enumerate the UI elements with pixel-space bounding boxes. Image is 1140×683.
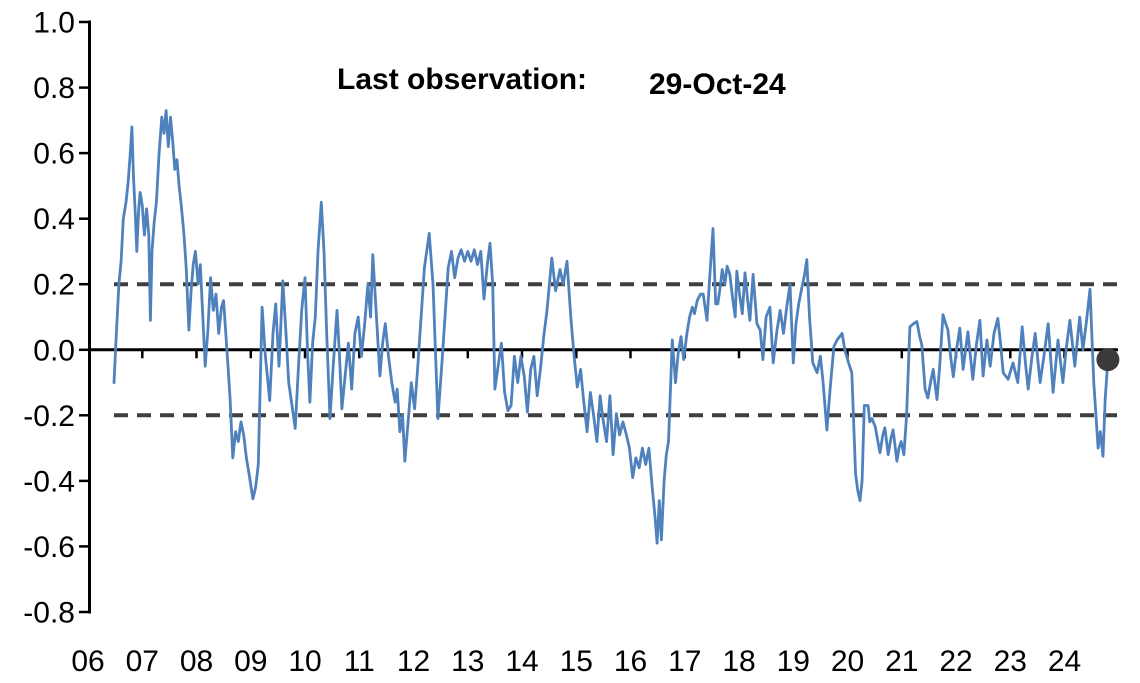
x-axis-tick-label: 14: [505, 645, 538, 678]
x-axis-tick-label: 11: [344, 645, 375, 678]
axis-labels: 1.0 0.8 0.6 0.4 0.2 0.0 -0.2 -0.4 -0.6 -0.8 06 07 08…: [23, 7, 1081, 679]
x-axis-tick-label: 15: [560, 645, 593, 678]
data-series-line: [112, 109, 1110, 545]
x-axis-tick-label: 20: [831, 645, 864, 678]
x-axis-tick-label: 17: [668, 645, 701, 678]
x-axis-tick-label: 07: [126, 645, 159, 678]
x-axis-tick-label: 24: [1048, 645, 1081, 678]
axes: [79, 20, 1118, 614]
y-axis-tick-label: -0.4: [23, 465, 75, 498]
y-axis-tick-label: -0.8: [23, 597, 75, 630]
last-observation-date: 29-Oct-24: [649, 68, 786, 101]
x-axis-tick-label: 06: [71, 645, 104, 678]
x-axis-tick-label: 23: [994, 645, 1027, 678]
x-axis-tick-label: 12: [397, 645, 430, 678]
x-axis-tick-label: 13: [451, 645, 484, 678]
x-axis-tick-label: 22: [939, 645, 972, 678]
threshold-lines: [114, 282, 1117, 418]
x-axis-tick-label: 18: [722, 645, 755, 678]
y-axis-tick-label: 1.0: [33, 7, 75, 40]
y-axis-tick-label: -0.6: [23, 531, 75, 564]
y-axis-tick-label: -0.2: [23, 400, 75, 433]
x-axis-tick-label: 08: [180, 645, 213, 678]
y-axis-tick-label: 0.2: [33, 269, 75, 302]
y-axis-tick-label: 0.8: [33, 72, 75, 105]
x-axis-tick-label: 09: [234, 645, 267, 678]
last-observation-marker: [1096, 348, 1120, 372]
y-axis-tick-label: 0.0: [33, 334, 75, 367]
x-axis-tick-label: 10: [288, 645, 321, 678]
x-axis-tick-label: 19: [777, 645, 810, 678]
data-series: [112, 109, 1120, 545]
last-observation-label: Last observation:: [337, 63, 588, 96]
y-axis-tick-label: 0.4: [33, 203, 75, 236]
x-axis-tick-label: 21: [885, 645, 918, 678]
x-axis-tick-label: 16: [614, 645, 647, 678]
y-axis-tick-label: 0.6: [33, 138, 75, 171]
